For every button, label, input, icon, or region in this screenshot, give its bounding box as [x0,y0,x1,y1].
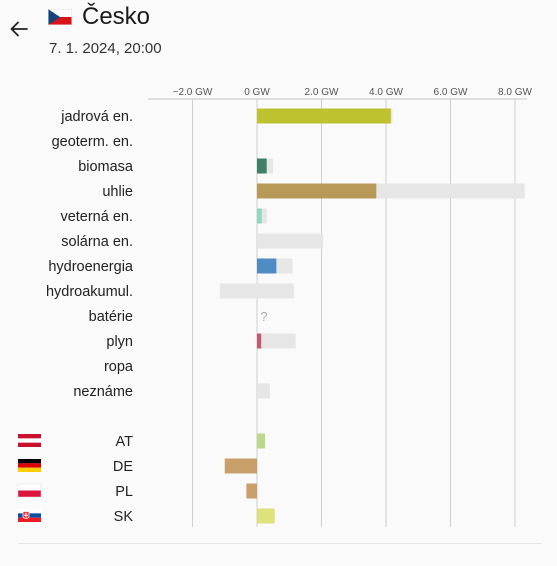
flag-at-icon [18,434,41,447]
exchange-bar [257,433,266,449]
production-row-label: hydroakumul. [46,284,133,300]
capacity-bar [257,208,267,224]
flag-cz-icon [48,9,72,25]
tick-label: 2.0 GW [305,87,339,98]
datetime-label: 7. 1. 2024, 20:00 [49,40,162,57]
tick-label: −2.0 GW [173,87,213,98]
capacity-bar [257,183,525,199]
flag-sk-icon [18,509,41,522]
production-bar [257,333,262,349]
production-row-label: batérie [89,309,133,325]
production-row-label: biomasa [78,159,134,175]
zone-title: Česko [82,3,151,30]
production-row-label: plyn [106,334,133,350]
flag-pl-icon [17,483,42,498]
tick-label: 0 GW [244,87,270,98]
production-bar [257,108,391,124]
production-bar [257,183,377,199]
production-row-label: veterná en. [60,209,133,225]
capacity-bar [257,258,293,274]
capacity-bar [257,233,324,249]
production-row-label: uhlie [102,184,133,200]
exchange-bar [246,483,257,499]
bottom-divider [18,543,542,544]
back-button[interactable] [8,18,30,40]
exchange-row-label: DE [113,459,133,475]
production-row-label: ropa [104,359,134,375]
unknown-value-mark: ? [260,309,267,324]
exchange-bar [257,508,275,524]
production-row-label: solárna en. [61,234,133,250]
production-bar [257,258,277,274]
exchange-row-label: PL [115,484,133,500]
production-bar [257,208,262,224]
production-bar [257,158,267,174]
flag-de-icon [18,459,41,472]
production-row-label: geoterm. en. [52,134,133,150]
capacity-bar [257,108,393,124]
arrow-left-icon [10,21,28,37]
production-row-label: jadrová en. [60,109,133,125]
capacity-bar [257,333,296,349]
production-row-label: neznáme [73,384,133,400]
capacity-bar [257,158,274,174]
capacity-bar [257,383,270,399]
exchange-row-label: AT [116,434,134,450]
capacity-bar [219,283,295,299]
tick-label: 4.0 GW [369,87,403,98]
exchange-bar [224,458,257,474]
production-row-label: hydroenergia [48,259,134,275]
tick-label: 8.0 GW [498,87,532,98]
exchange-row-label: SK [114,509,134,525]
tick-label: 6.0 GW [434,87,468,98]
